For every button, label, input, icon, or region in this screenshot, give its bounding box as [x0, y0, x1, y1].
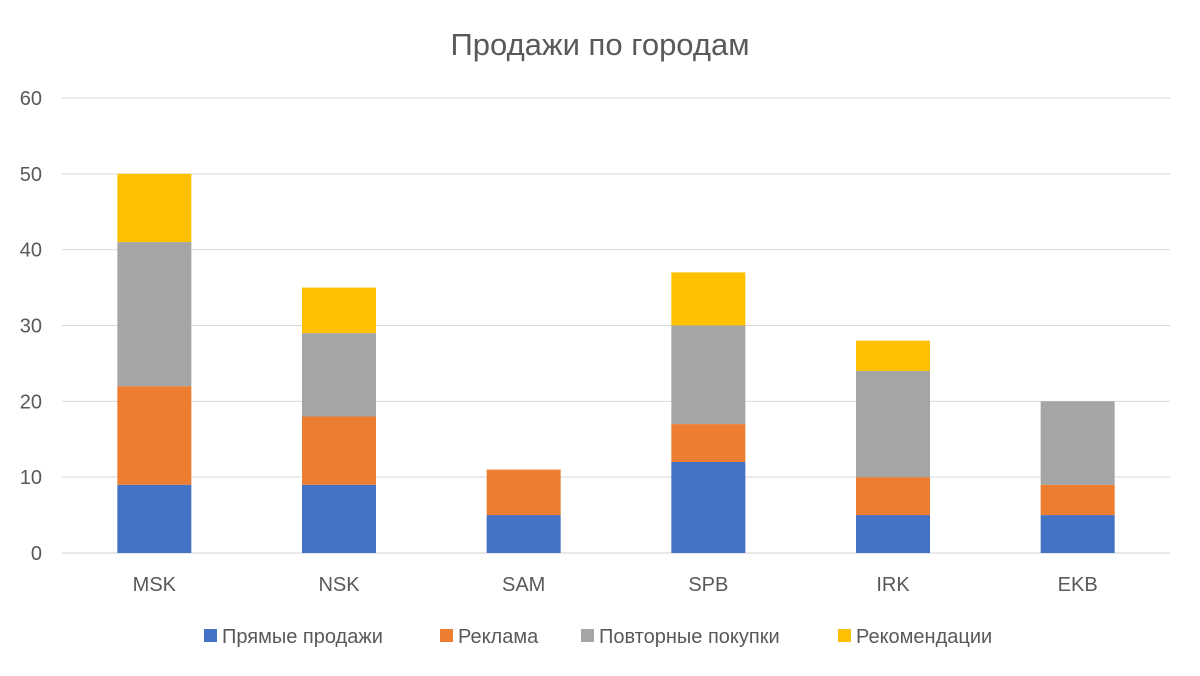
bar-spb	[671, 272, 746, 326]
legend-item: Прямые продажи	[204, 626, 383, 648]
bars	[117, 173, 1115, 553]
bar-ekb	[1040, 401, 1115, 485]
bar-irk	[856, 340, 930, 371]
x-tick-label: SAM	[502, 574, 545, 596]
legend-swatch	[581, 629, 594, 642]
bar-nsk	[302, 333, 376, 417]
legend-swatch	[838, 629, 851, 642]
chart-title: Продажи по городам	[450, 27, 749, 62]
bar-spb	[671, 462, 746, 553]
legend-label: Прямые продажи	[222, 626, 383, 648]
legend-label: Повторные покупки	[599, 626, 780, 648]
bar-nsk	[302, 484, 376, 553]
legend-swatch	[440, 629, 453, 642]
legend-swatch	[204, 629, 217, 642]
y-tick-label: 30	[20, 316, 42, 338]
bar-sam	[486, 469, 561, 516]
bar-irk	[856, 477, 930, 516]
bar-irk	[856, 515, 930, 553]
y-tick-label: 10	[20, 467, 42, 489]
y-tick-label: 0	[31, 543, 42, 565]
bar-msk	[117, 386, 192, 485]
bar-spb	[671, 325, 746, 425]
legend: Прямые продажи Реклама Повторные покупки Ре…	[204, 626, 992, 648]
bar-nsk	[302, 287, 376, 334]
x-tick-label: MSK	[133, 574, 177, 596]
bar-sam	[486, 515, 561, 553]
bar-msk	[117, 484, 192, 553]
bar-spb	[671, 424, 746, 462]
y-tick-label: 20	[20, 391, 42, 413]
legend-label: Рекомендации	[856, 626, 992, 648]
x-tick-label: EKB	[1058, 574, 1098, 596]
y-tick-label: 50	[20, 164, 42, 186]
legend-item: Повторные покупки	[581, 626, 780, 648]
bar-msk	[117, 173, 192, 243]
bar-ekb	[1040, 515, 1115, 553]
bar-nsk	[302, 416, 376, 485]
legend-item: Реклама	[440, 626, 539, 648]
y-tick-label: 60	[20, 88, 42, 110]
y-axis-ticks: 0 10 20 30 40 50 60	[20, 88, 42, 565]
x-tick-label: NSK	[318, 574, 360, 596]
x-tick-label: SPB	[688, 574, 728, 596]
bar-ekb	[1040, 484, 1115, 516]
legend-item: Рекомендации	[838, 626, 992, 648]
bar-msk	[117, 242, 192, 387]
x-tick-label: IRK	[876, 574, 910, 596]
x-axis-ticks: MSK NSK SAM SPB IRK EKB	[133, 574, 1098, 596]
bar-irk	[856, 371, 930, 478]
legend-label: Реклама	[458, 626, 539, 648]
y-tick-label: 40	[20, 240, 42, 262]
gridlines	[62, 97, 1170, 554]
